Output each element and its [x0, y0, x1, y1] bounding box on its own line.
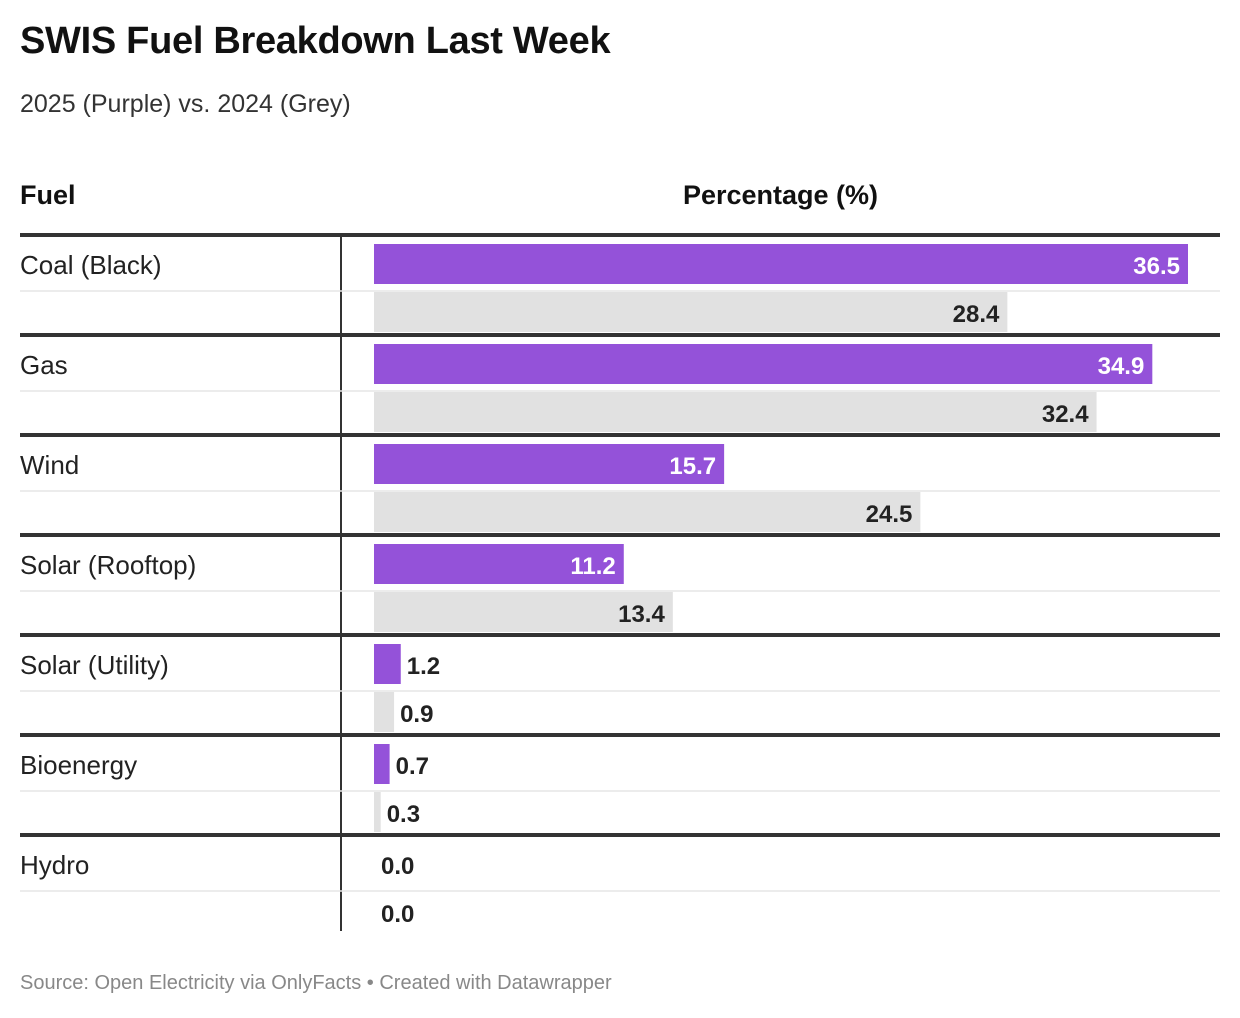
data-label-2025: 0.7 [396, 753, 429, 780]
category-label: Bioenergy [20, 750, 137, 780]
bar-2024 [374, 392, 1097, 432]
data-label-2024: 32.4 [1042, 401, 1089, 428]
category-label: Solar (Rooftop) [20, 550, 196, 580]
category-label: Gas [20, 350, 68, 380]
data-label-2025: 0.0 [381, 853, 414, 880]
bar-2024 [374, 292, 1008, 332]
bar-2025 [374, 644, 401, 684]
data-label-2025: 34.9 [1098, 353, 1145, 380]
column-header-percentage: Percentage (%) [682, 180, 879, 210]
bar-2025 [374, 444, 725, 484]
data-label-2024: 28.4 [953, 301, 1000, 328]
bar-2025 [374, 244, 1188, 284]
data-label-2024: 0.0 [381, 901, 414, 928]
bar-2025 [374, 344, 1153, 384]
bar-2024 [374, 792, 381, 832]
category-label: Solar (Utility) [20, 650, 169, 680]
bar-2024 [374, 592, 673, 632]
data-label-2024: 0.9 [400, 701, 433, 728]
category-label: Coal (Black) [20, 250, 162, 280]
chart-subtitle: 2025 (Purple) vs. 2024 (Grey) [20, 90, 351, 118]
data-label-2025: 15.7 [669, 453, 716, 480]
bar-2025 [374, 744, 390, 784]
category-label: Hydro [20, 850, 89, 880]
source-note: Source: Open Electricity via OnlyFacts •… [20, 972, 612, 994]
category-label: Wind [20, 450, 79, 480]
data-label-2024: 0.3 [387, 801, 420, 828]
data-label-2025: 36.5 [1133, 253, 1180, 280]
column-header-fuel: Fuel [20, 180, 76, 210]
data-label-2024: 13.4 [618, 601, 665, 628]
data-label-2024: 24.5 [866, 501, 913, 528]
bar-2024 [374, 692, 395, 732]
bar-2025 [374, 544, 624, 584]
data-label-2025: 11.2 [570, 553, 615, 580]
data-label-2025: 1.2 [407, 653, 440, 680]
bar-2024 [374, 492, 921, 532]
chart-title: SWIS Fuel Breakdown Last Week [20, 20, 611, 62]
